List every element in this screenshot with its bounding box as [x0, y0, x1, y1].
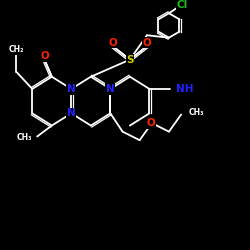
- Text: CH₃: CH₃: [16, 133, 32, 142]
- Text: O: O: [142, 38, 151, 48]
- Text: O: O: [40, 51, 49, 61]
- Text: O: O: [108, 38, 117, 48]
- Text: N: N: [67, 108, 76, 118]
- Text: CH₃: CH₃: [188, 108, 204, 116]
- Text: Cl: Cl: [177, 0, 188, 10]
- Text: O: O: [146, 118, 155, 128]
- Text: N: N: [67, 84, 76, 94]
- Text: S: S: [126, 55, 134, 65]
- Text: N: N: [106, 84, 115, 94]
- Text: NH: NH: [176, 84, 193, 94]
- Text: CH₂: CH₂: [9, 46, 24, 54]
